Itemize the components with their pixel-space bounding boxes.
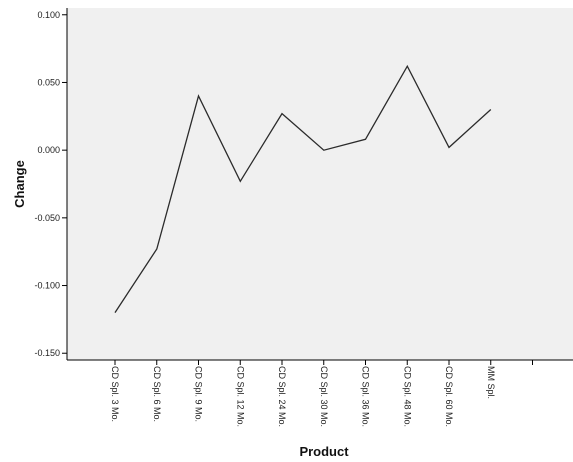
x-tick-label: CD Spl. 12 Mo. bbox=[235, 366, 245, 427]
y-tick-label: -0.050 bbox=[34, 213, 60, 223]
x-tick-label: CD Spl. 30 Mo. bbox=[319, 366, 329, 427]
x-tick-label: CD Spl. 48 Mo. bbox=[402, 366, 412, 427]
x-tick-label: CD Spl. 60 Mo. bbox=[444, 366, 454, 427]
y-axis: -0.150 -0.100 -0.050 0.000 0.050 0.100 bbox=[34, 10, 67, 358]
y-axis-title: Change bbox=[12, 160, 27, 208]
plot-area bbox=[67, 8, 573, 360]
x-tick-label: MM Spl. bbox=[486, 366, 496, 399]
x-tick-label: CD Spl. 36 Mo. bbox=[361, 366, 371, 427]
x-axis: CD Spl. 3 Mo. CD Spl. 6 Mo. CD Spl. 9 Mo. C… bbox=[110, 360, 533, 427]
x-tick-label: CD Spl. 24 Mo. bbox=[277, 366, 287, 427]
series-line bbox=[114, 64, 492, 313]
x-tick-label: CD Spl. 6 Mo. bbox=[152, 366, 162, 422]
x-tick-label: CD Spl. 3 Mo. bbox=[110, 366, 120, 422]
y-tick-label: -0.150 bbox=[34, 348, 60, 358]
y-tick-label: 0.100 bbox=[37, 10, 60, 20]
x-axis-title: Product bbox=[299, 444, 349, 459]
y-tick-label: -0.100 bbox=[34, 281, 60, 291]
y-tick-label: 0.000 bbox=[37, 145, 60, 155]
y-tick-label: 0.050 bbox=[37, 77, 60, 87]
x-tick-label: CD Spl. 9 Mo. bbox=[194, 366, 204, 422]
